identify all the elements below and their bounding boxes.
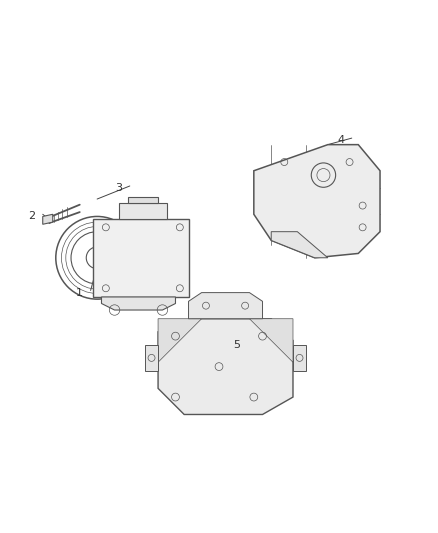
Text: 1: 1 [76, 288, 83, 297]
Polygon shape [93, 219, 188, 297]
Polygon shape [271, 232, 328, 258]
Polygon shape [43, 214, 53, 224]
Polygon shape [127, 197, 158, 204]
Polygon shape [102, 297, 176, 310]
Polygon shape [254, 144, 380, 258]
Polygon shape [119, 204, 167, 219]
Text: 2: 2 [28, 212, 35, 221]
Polygon shape [188, 293, 262, 319]
Polygon shape [293, 345, 306, 371]
Polygon shape [145, 345, 158, 371]
Polygon shape [158, 319, 201, 362]
Polygon shape [250, 319, 293, 362]
Polygon shape [158, 319, 293, 415]
Text: 3: 3 [115, 183, 122, 193]
Text: 4: 4 [337, 135, 344, 146]
Text: 5: 5 [233, 340, 240, 350]
